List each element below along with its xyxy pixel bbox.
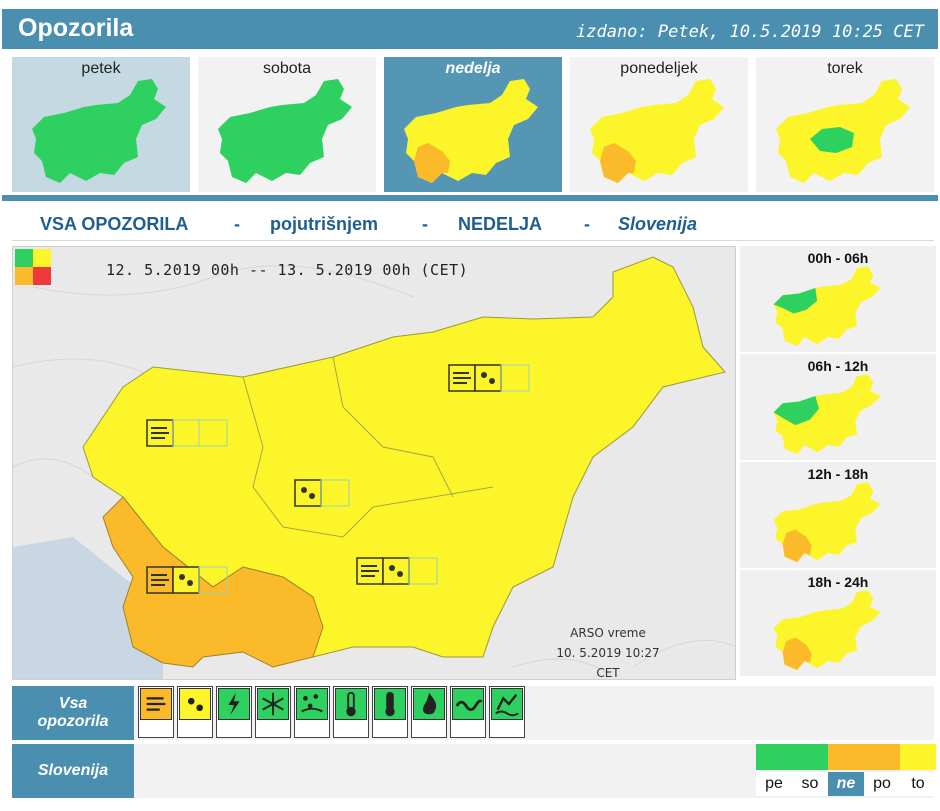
thunderstorm-icon — [218, 688, 250, 720]
day-tab-label: ponedeljek — [620, 60, 698, 77]
day-tab-nedelja[interactable]: nedelja — [384, 57, 562, 192]
subtitle-separator: - — [234, 214, 240, 234]
fire-icon — [413, 688, 445, 720]
day-selector: petek sobota nedelja ponedeljek torek — [12, 57, 934, 192]
flood-icon — [491, 688, 523, 720]
slovenia-mini-map — [218, 79, 352, 183]
snow-icon — [257, 688, 289, 720]
warning-type-rain[interactable] — [177, 686, 213, 738]
map-warning-icons-se — [356, 557, 438, 585]
warning-type-fog-ice[interactable] — [294, 686, 330, 738]
slovenia-mini-map — [776, 79, 910, 183]
day-tab-petek[interactable]: petek — [12, 57, 190, 192]
day-legend-pe[interactable]: pe — [756, 744, 792, 796]
warning-map: 12. 5.2019 00h -- 13. 5.2019 00h (CET) A… — [12, 246, 736, 680]
day-level-swatch — [900, 744, 936, 770]
day-tab-label: petek — [81, 60, 121, 77]
slovenia-mini-map — [32, 79, 166, 183]
period-label: 06h - 12h — [807, 358, 869, 374]
period-label: 00h - 06h — [807, 250, 869, 266]
rain-icon — [179, 688, 211, 720]
wind-icon — [140, 688, 172, 720]
region-row-header: Slovenija — [12, 744, 134, 798]
map-warning-icons-sw — [146, 566, 228, 594]
subtitle-region: Slovenija — [618, 214, 698, 234]
day-legend-label: pe — [756, 772, 792, 796]
credit-timestamp: 10. 5.2019 10:27 CET — [556, 646, 660, 680]
day-legend-label: so — [792, 772, 828, 796]
page-header: Opozorila izdano: Petek, 10.5.2019 10:25… — [2, 9, 938, 49]
day-level-swatch — [828, 744, 864, 770]
warning-type-fire[interactable] — [411, 686, 447, 738]
day-tab-label: sobota — [262, 60, 312, 77]
warning-type-row: Vsa opozorila — [12, 686, 934, 740]
row-header-line1: Vsa — [58, 695, 88, 712]
day-level-swatch — [864, 744, 900, 770]
slovenia-mini-map — [590, 79, 724, 183]
subtitle-separator: - — [584, 214, 590, 234]
period-00-06[interactable]: 00h - 06h — [740, 246, 936, 352]
period-18-24[interactable]: 18h - 24h — [740, 570, 936, 676]
high-temperature-icon — [374, 688, 406, 720]
day-level-swatch — [792, 744, 828, 770]
coastal-wave-icon — [452, 688, 484, 720]
warning-type-snow[interactable] — [255, 686, 291, 738]
day-legend-to[interactable]: to — [900, 744, 936, 796]
credit-source: ARSO vreme — [570, 626, 646, 640]
subtitle-day-relative: pojutrišnjem — [270, 214, 379, 234]
day-tab-ponedeljek[interactable]: ponedeljek — [570, 57, 748, 192]
day-legend-label: to — [900, 772, 936, 796]
subtitle-separator: - — [422, 214, 428, 234]
fog-ice-icon — [296, 688, 328, 720]
map-warning-icons-center — [294, 479, 350, 507]
day-legend-ne[interactable]: ne — [828, 744, 864, 796]
day-legend-so[interactable]: so — [792, 744, 828, 796]
period-12-18[interactable]: 12h - 18h — [740, 462, 936, 568]
day-legend-label: ne — [828, 772, 864, 796]
color-level-legend — [15, 249, 51, 285]
map-credit: ARSO vreme 10. 5.2019 10:27 CET — [543, 623, 673, 680]
slovenia-mini-map — [773, 590, 881, 671]
day-tab-torek[interactable]: torek — [756, 57, 934, 192]
day-level-swatch — [756, 744, 792, 770]
section-divider — [2, 195, 938, 201]
period-06-12[interactable]: 06h - 12h — [740, 354, 936, 460]
region-row: Slovenija pe so ne po to — [12, 744, 936, 798]
day-legend-po[interactable]: po — [864, 744, 900, 796]
issued-timestamp: izdano: Petek, 10.5.2019 10:25 CET — [576, 22, 924, 42]
map-warning-icons-nw — [146, 419, 228, 447]
day-legend-label: po — [864, 772, 900, 796]
map-warning-icons-ne — [448, 364, 530, 392]
period-label: 18h - 24h — [807, 574, 869, 590]
warning-type-wind[interactable] — [138, 686, 174, 738]
slovenia-mini-map — [773, 266, 881, 347]
warning-type-flood[interactable] — [489, 686, 525, 738]
warnings-subtitle: VSA OPOZORILA - pojutrišnjem - NEDELJA -… — [12, 207, 934, 241]
warning-type-row-header: Vsa opozorila — [12, 686, 134, 740]
slovenia-mini-map — [404, 79, 538, 183]
period-label: 12h - 18h — [807, 466, 869, 482]
page-title: Opozorila — [18, 14, 134, 42]
warning-type-high-temperature[interactable] — [372, 686, 408, 738]
warning-type-coastal-wave[interactable] — [450, 686, 486, 738]
low-temperature-icon — [335, 688, 367, 720]
warning-map-graphic — [13, 247, 735, 679]
warning-type-thunderstorm[interactable] — [216, 686, 252, 738]
slovenia-mini-map — [773, 482, 881, 563]
day-tab-label: nedelja — [445, 60, 501, 77]
subtitle-day-name: NEDELJA — [458, 214, 543, 234]
day-tab-sobota[interactable]: sobota — [198, 57, 376, 192]
day-tab-label: torek — [827, 60, 863, 77]
map-time-range: 12. 5.2019 00h -- 13. 5.2019 00h (CET) — [106, 261, 469, 279]
time-period-panel: 00h - 06h 06h - 12h 12h - 18h 18h - 24h — [740, 246, 936, 680]
row-header-line2: opozorila — [37, 713, 109, 730]
warning-type-low-temperature[interactable] — [333, 686, 369, 738]
slovenia-mini-map — [773, 374, 881, 455]
subtitle-all-warnings: VSA OPOZORILA — [40, 214, 189, 234]
